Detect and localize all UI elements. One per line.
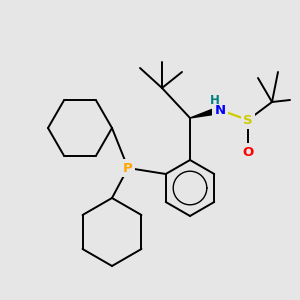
Text: P: P (123, 161, 133, 175)
Polygon shape (190, 106, 221, 118)
Text: O: O (242, 146, 253, 158)
Text: S: S (243, 113, 253, 127)
Text: N: N (214, 103, 226, 116)
Text: H: H (210, 94, 220, 107)
